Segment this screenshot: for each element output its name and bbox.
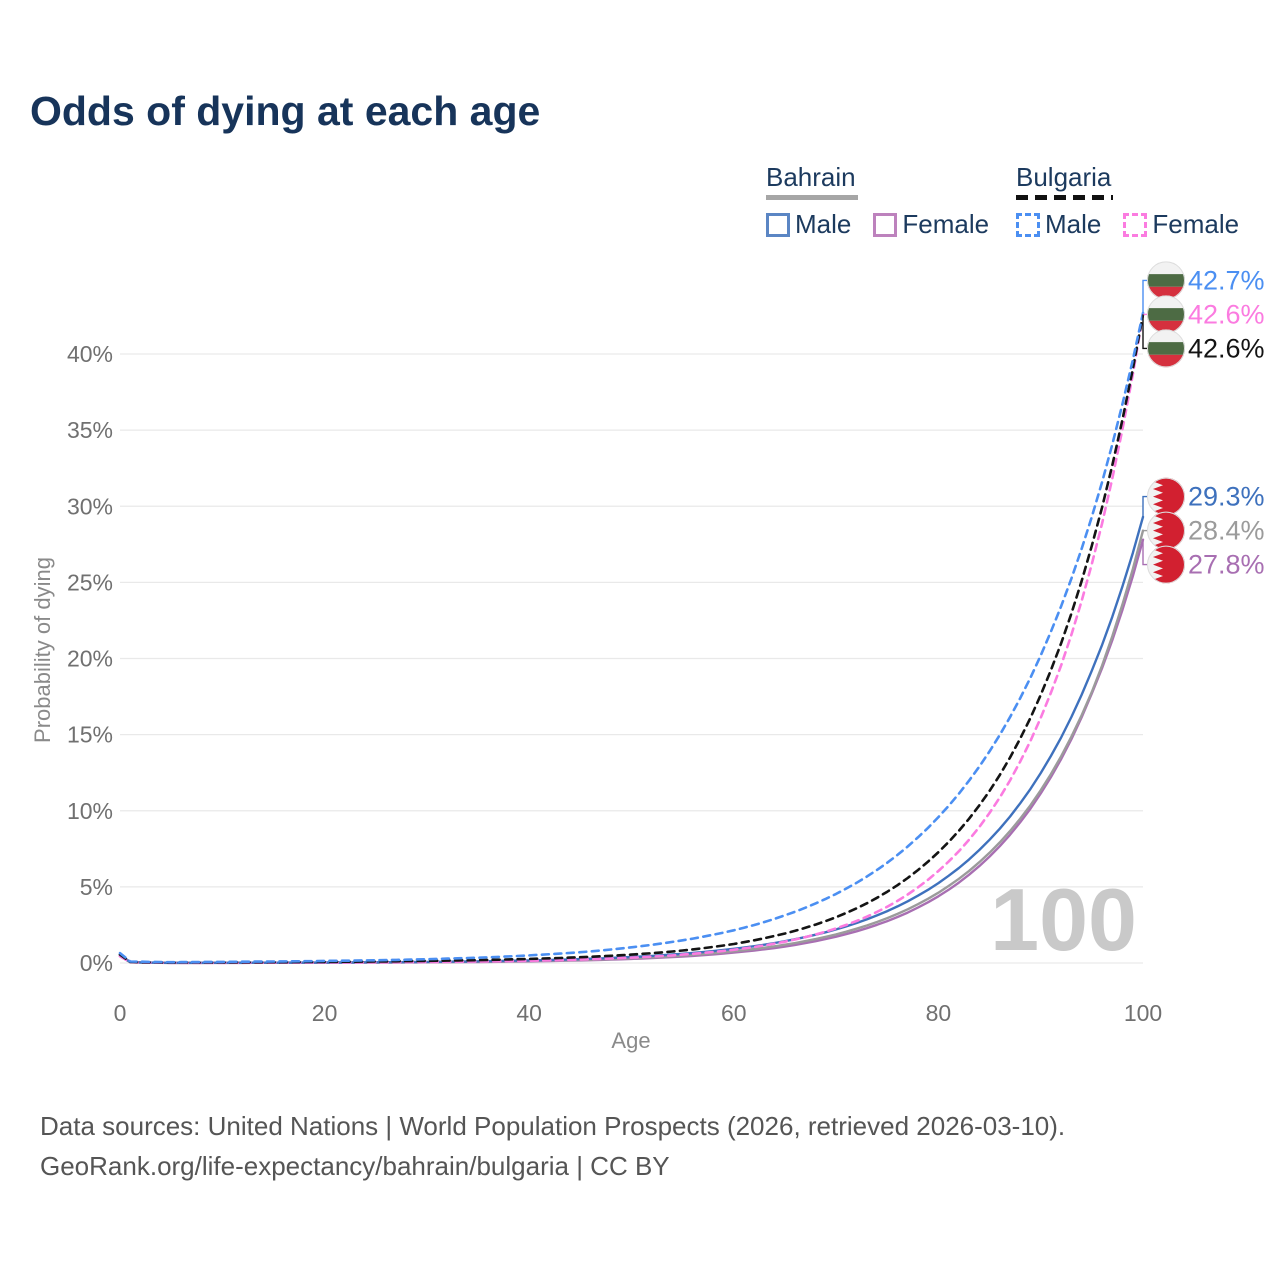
- curve-bahrain_both: [118, 529, 1145, 965]
- footer-source-line: Data sources: United Nations | World Pop…: [40, 1111, 1066, 1141]
- footer-license-line: GeoRank.org/life-expectancy/bahrain/bulg…: [40, 1151, 670, 1181]
- y-tick-label: 25%: [67, 569, 113, 595]
- legend-label-bulgaria-male: Male: [1045, 209, 1102, 239]
- legend-label-bulgaria-female: Female: [1152, 209, 1240, 239]
- legend-swatch-bahrain-male: [766, 212, 790, 237]
- y-tick-label: 30%: [67, 493, 113, 519]
- legend-swatch-bulgaria-male: [1016, 212, 1040, 237]
- y-tick-label: 35%: [67, 417, 113, 443]
- legend-label-bahrain-female: Female: [902, 209, 990, 239]
- legend-item-bahrain-male[interactable]: Male: [766, 209, 851, 240]
- legend-group-bahrain: Bahrain Male Female: [766, 162, 989, 240]
- end-label-bulgaria_female: 42.6%: [1188, 299, 1265, 329]
- legend-swatch-bahrain-female: [873, 212, 898, 237]
- legend-linestyle-bulgaria-dashed: [1016, 195, 1113, 200]
- age-counter-watermark: 100: [990, 870, 1137, 969]
- x-tick-label: 60: [721, 1000, 747, 1026]
- y-tick-label: 20%: [67, 646, 113, 672]
- end-label-bahrain_male: 29.3%: [1188, 482, 1265, 512]
- curve-bulgaria_male: [118, 311, 1145, 964]
- flag-icon-bahrain: [1147, 477, 1185, 516]
- legend-title-bahrain: Bahrain: [766, 162, 856, 192]
- legend-swatch-bulgaria-female: [1123, 212, 1148, 237]
- curve-bulgaria_female: [118, 313, 1145, 965]
- legend-item-bahrain-female[interactable]: Female: [873, 209, 989, 240]
- x-axis-title: Age: [611, 1028, 651, 1053]
- x-tick-label: 0: [114, 1000, 127, 1026]
- curve-bahrain_male: [118, 515, 1145, 964]
- x-tick-label: 20: [312, 1000, 338, 1026]
- x-tick-label: 40: [516, 1000, 542, 1026]
- flag-icon-bahrain: [1147, 511, 1185, 550]
- end-label-bulgaria_male: 42.7%: [1188, 265, 1265, 295]
- y-tick-label: 0%: [80, 950, 113, 976]
- x-tick-label: 100: [1124, 1000, 1162, 1026]
- legend-item-bulgaria-male[interactable]: Male: [1016, 209, 1101, 240]
- flag-ring: [1147, 329, 1185, 368]
- curve-bulgaria_both: [118, 313, 1145, 964]
- y-tick-label: 5%: [80, 874, 113, 900]
- legend-label-bahrain-male: Male: [795, 209, 852, 239]
- legend-item-bulgaria-female[interactable]: Female: [1123, 209, 1239, 240]
- y-tick-label: 10%: [67, 798, 113, 824]
- legend-linestyle-bahrain-solid: [766, 195, 858, 200]
- end-label-bahrain_female: 27.8%: [1188, 550, 1265, 580]
- flag-icon-bahrain: [1147, 545, 1185, 584]
- chart-title: Odds of dying at each age: [30, 88, 541, 134]
- legend-title-bulgaria: Bulgaria: [1016, 162, 1112, 192]
- flag-ring: [1147, 545, 1185, 584]
- end-label-bahrain_both: 28.4%: [1188, 516, 1265, 546]
- footer: Data sources: United Nations | World Pop…: [40, 1106, 1065, 1186]
- legend-group-bulgaria: Bulgaria Male Female: [1016, 162, 1239, 240]
- end-label-bulgaria_both: 42.6%: [1188, 333, 1265, 363]
- x-tick-label: 80: [926, 1000, 952, 1026]
- y-tick-label: 15%: [67, 722, 113, 748]
- y-tick-label: 40%: [67, 341, 113, 367]
